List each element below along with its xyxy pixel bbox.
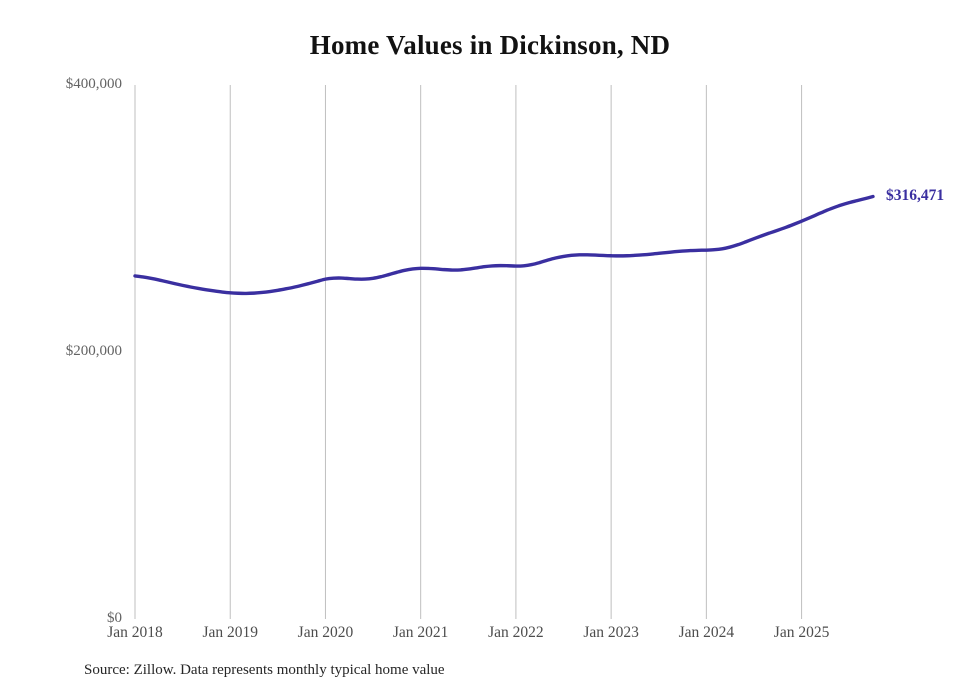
x-tick-label: Jan 2018	[107, 624, 163, 641]
x-tick-label: Jan 2022	[488, 624, 544, 641]
y-tick-label: $200,000	[65, 343, 122, 359]
x-tick-label: Jan 2019	[202, 624, 258, 641]
y-tick-label: $400,000	[65, 76, 122, 92]
gridlines-group	[134, 85, 803, 619]
source-footnote: Source: Zillow. Data represents monthly …	[84, 662, 445, 678]
end-value-label: $316,471	[886, 186, 945, 204]
x-tick-label: Jan 2023	[583, 624, 639, 641]
x-tick-label: Jan 2021	[392, 624, 449, 641]
x-tick-label: Jan 2020	[297, 624, 354, 641]
home-value-line	[133, 194, 875, 296]
chart-title: Home Values in Dickinson, ND	[309, 30, 671, 60]
x-tick-label: Jan 2024	[678, 624, 735, 641]
y-tick-label: $0	[107, 610, 122, 626]
x-tick-label: Jan 2025	[773, 624, 830, 641]
